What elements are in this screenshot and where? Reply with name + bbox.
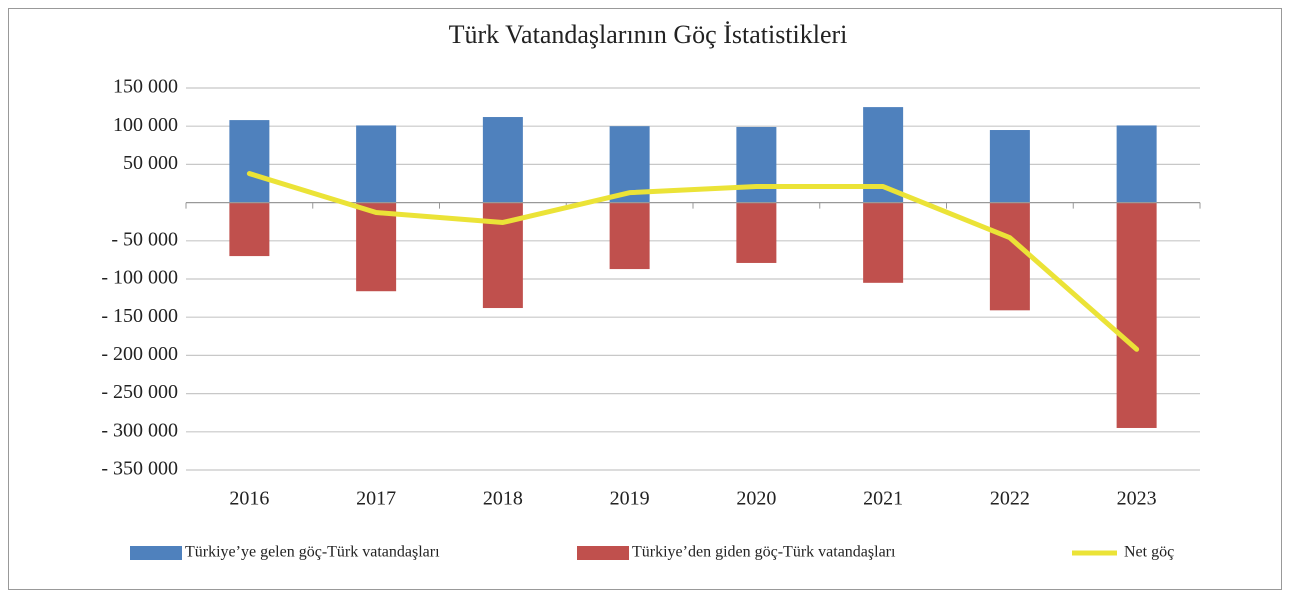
bar	[989, 202, 1030, 311]
y-tick-label: - 150 000	[101, 305, 178, 327]
bar	[356, 125, 397, 203]
bar	[229, 202, 270, 257]
x-tick-label: 2019	[610, 488, 650, 510]
y-tick-label: - 200 000	[101, 343, 178, 365]
y-tick-label: - 300 000	[101, 419, 178, 441]
legend-label: Türkiye’den giden göç-Türk vatandaşları	[632, 544, 896, 561]
bar	[736, 202, 777, 263]
x-tick-label: 2016	[229, 488, 269, 510]
y-tick-label: - 250 000	[101, 381, 178, 403]
bar	[229, 120, 270, 203]
bar	[356, 202, 397, 292]
y-tick-label: - 50 000	[111, 228, 178, 250]
bar	[609, 202, 650, 270]
legend-swatch	[577, 546, 629, 560]
x-tick-label: 2017	[356, 488, 396, 510]
bar	[736, 126, 777, 203]
bar	[863, 202, 904, 283]
chart-title: Türk Vatandaşlarının Göç İstatistikleri	[449, 20, 848, 49]
bar	[482, 117, 523, 203]
y-tick-label: 50 000	[123, 152, 178, 174]
x-tick-label: 2020	[736, 488, 776, 510]
legend-label: Türkiye’ye gelen göç-Türk vatandaşları	[185, 544, 440, 561]
y-tick-label: - 350 000	[101, 458, 178, 480]
chart-border	[8, 8, 1282, 590]
y-tick-label: - 100 000	[101, 267, 178, 289]
x-tick-label: 2018	[483, 488, 523, 510]
bar	[1116, 125, 1157, 203]
legend-swatch	[130, 546, 182, 560]
line	[246, 171, 1140, 352]
bar	[989, 130, 1030, 203]
y-tick-label: 100 000	[113, 114, 178, 136]
legend-label: Net göç	[1124, 544, 1174, 561]
x-tick-label: 2021	[863, 488, 903, 510]
bar	[1116, 202, 1157, 428]
x-tick-label: 2022	[990, 488, 1030, 510]
x-tick-label: 2023	[1117, 488, 1157, 510]
y-tick-label: 150 000	[113, 76, 178, 98]
